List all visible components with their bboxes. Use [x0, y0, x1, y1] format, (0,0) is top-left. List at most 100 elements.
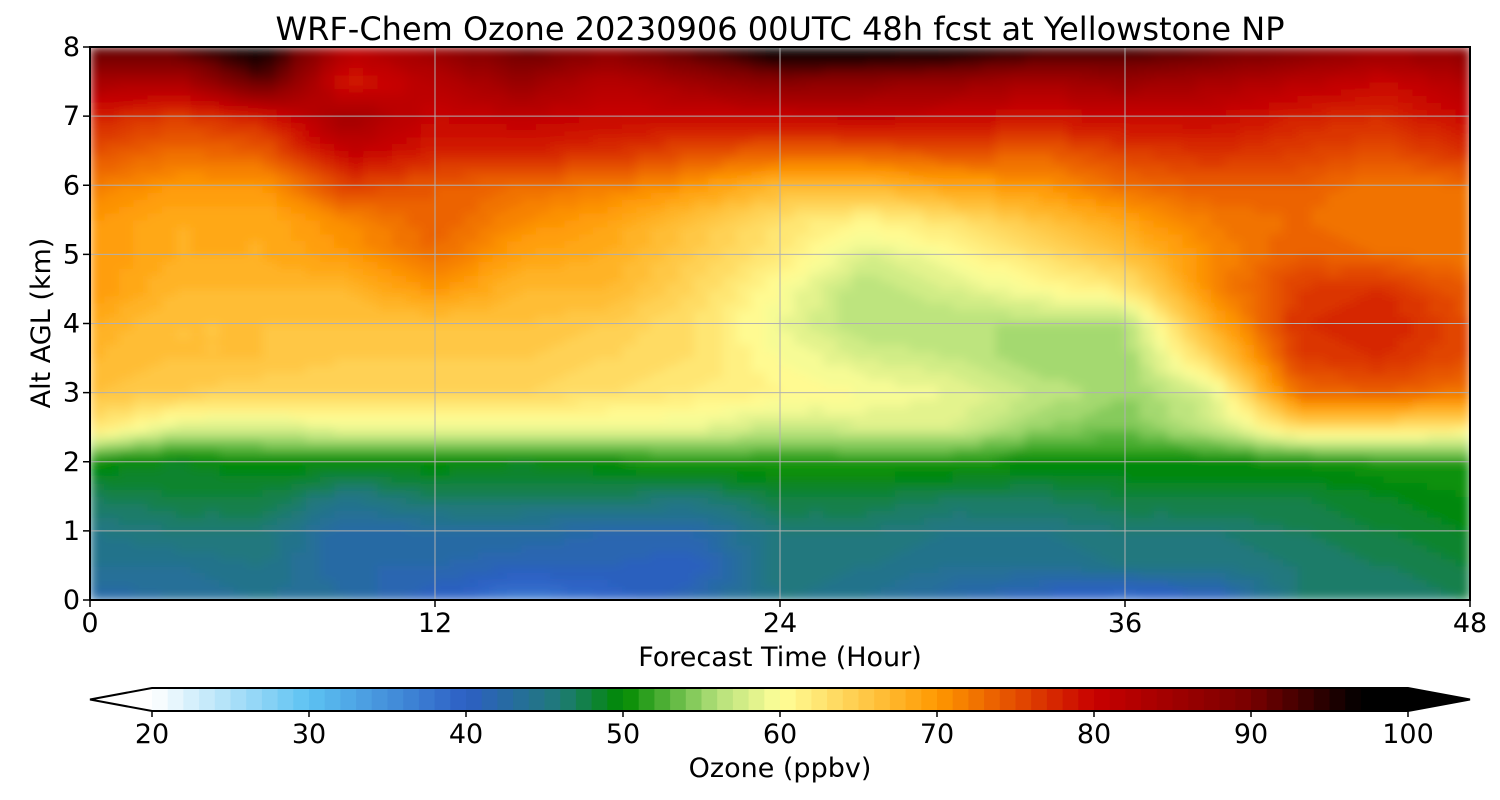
heatmap-cell [909, 129, 925, 138]
heatmap-cell [305, 157, 321, 166]
heatmap-cell [391, 482, 407, 490]
heatmap-cell [506, 67, 522, 76]
heatmap-cell [636, 171, 652, 179]
heatmap-cell [90, 323, 105, 332]
heatmap-cell [291, 406, 307, 414]
heatmap-cell [305, 212, 321, 221]
heatmap-cell [693, 150, 709, 159]
heatmap-cell [406, 129, 422, 138]
heatmap-cell [966, 572, 982, 580]
heatmap-cell [880, 136, 896, 145]
heatmap-cell [780, 323, 795, 332]
heatmap-cell [334, 88, 350, 96]
heatmap-cell [751, 302, 767, 311]
heatmap-cell [276, 558, 292, 567]
heatmap-cell [851, 275, 867, 283]
heatmap-cell [650, 129, 666, 138]
heatmap-cell [435, 288, 450, 297]
heatmap-cell [708, 53, 724, 62]
heatmap-cell [607, 378, 623, 387]
heatmap-cell [952, 537, 968, 546]
heatmap-cell [506, 150, 522, 159]
heatmap-cell [276, 60, 292, 69]
heatmap-cell [621, 185, 637, 193]
heatmap-cell [621, 282, 637, 290]
heatmap-cell [837, 240, 853, 249]
heatmap-cell [736, 240, 752, 249]
heatmap-cell [679, 330, 695, 338]
heatmap-cell [693, 523, 709, 532]
heatmap-cell [923, 392, 939, 401]
heatmap-cell [621, 351, 637, 359]
heatmap-cell [233, 275, 249, 283]
heatmap-cell [435, 358, 450, 366]
heatmap-cell [794, 544, 810, 553]
heatmap-cell [506, 205, 522, 214]
heatmap-cell [305, 74, 321, 83]
heatmap-cell [248, 344, 264, 352]
heatmap-cell [578, 517, 594, 525]
heatmap-cell [909, 364, 925, 373]
heatmap-cell [420, 123, 436, 131]
heatmap-cell [118, 537, 134, 546]
heatmap-cell [693, 81, 709, 90]
heatmap-cell [966, 116, 982, 124]
heatmap-cell [808, 434, 824, 442]
heatmap-cell [708, 199, 724, 207]
heatmap-cell [348, 53, 364, 62]
heatmap-cell [219, 496, 235, 504]
heatmap-cell [435, 185, 450, 193]
heatmap-cell [564, 496, 580, 504]
heatmap-cell [320, 572, 335, 580]
heatmap-cell [851, 475, 867, 484]
heatmap-cell [578, 586, 594, 594]
heatmap-cell [607, 219, 623, 228]
heatmap-cell [823, 371, 839, 380]
heatmap-cell [823, 143, 839, 152]
heatmap-cell [276, 164, 292, 173]
heatmap-cell [535, 475, 551, 484]
heatmap-cell [880, 378, 896, 387]
heatmap-cell [679, 282, 695, 290]
heatmap-cell [794, 496, 810, 504]
heatmap-cell [823, 337, 839, 345]
heatmap-cell [564, 60, 580, 69]
heatmap-cell [147, 475, 163, 484]
heatmap-cell [650, 586, 666, 594]
heatmap-cell [233, 434, 249, 442]
heatmap-cell [550, 364, 565, 373]
heatmap-cell [276, 116, 292, 124]
heatmap-cell [334, 323, 350, 332]
heatmap-cell [550, 461, 565, 470]
heatmap-cell [895, 551, 910, 560]
heatmap-cell [506, 157, 522, 166]
heatmap-cell [147, 330, 163, 338]
heatmap-cell [564, 441, 580, 449]
heatmap-cell [420, 129, 436, 138]
heatmap-cell [794, 233, 810, 242]
heatmap-cell [665, 392, 680, 401]
heatmap-cell [837, 123, 853, 131]
heatmap-cell [636, 88, 652, 96]
heatmap-cell [636, 129, 652, 138]
heatmap-cell [334, 337, 350, 345]
heatmap-cell [262, 240, 278, 249]
heatmap-cell [161, 420, 177, 428]
heatmap-cell [248, 399, 264, 408]
heatmap-cell [736, 143, 752, 152]
heatmap-cell [650, 282, 666, 290]
heatmap-cell [636, 392, 652, 401]
heatmap-cell [463, 593, 479, 600]
heatmap-cell [190, 475, 206, 484]
heatmap-cell [650, 461, 666, 470]
heatmap-cell [621, 420, 637, 428]
heatmap-cell [981, 517, 997, 525]
heatmap-cell [952, 378, 968, 387]
heatmap-cell [736, 60, 752, 69]
heatmap-cell [391, 47, 407, 55]
heatmap-cell [406, 47, 422, 55]
heatmap-cell [866, 81, 882, 90]
heatmap-cell [550, 392, 565, 401]
heatmap-cell [823, 378, 839, 387]
heatmap-cell [578, 544, 594, 553]
